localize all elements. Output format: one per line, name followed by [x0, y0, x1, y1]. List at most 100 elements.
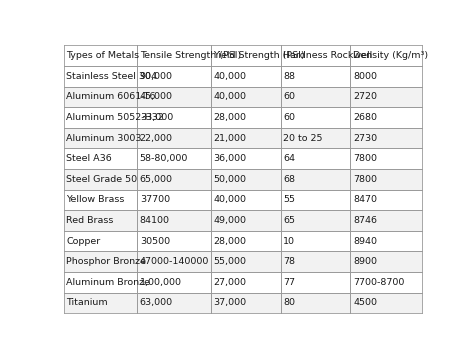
Bar: [137, 210, 210, 231]
Text: Types of Metals: Types of Metals: [66, 51, 139, 60]
Bar: [64, 272, 137, 293]
Bar: [281, 251, 350, 272]
Bar: [64, 66, 137, 87]
Bar: [350, 169, 422, 190]
Text: 40,000: 40,000: [213, 92, 246, 101]
Text: 50,000: 50,000: [213, 175, 246, 184]
Bar: [210, 107, 281, 128]
Bar: [64, 45, 137, 66]
Bar: [281, 148, 350, 169]
Bar: [210, 190, 281, 210]
Bar: [350, 128, 422, 148]
Bar: [210, 272, 281, 293]
Text: 8470: 8470: [353, 195, 377, 204]
Bar: [281, 87, 350, 107]
Bar: [210, 210, 281, 231]
Text: Aluminum 6061-T6: Aluminum 6061-T6: [66, 92, 156, 101]
Bar: [350, 231, 422, 251]
Bar: [210, 251, 281, 272]
Text: 88: 88: [283, 72, 295, 81]
Text: 36,000: 36,000: [213, 154, 246, 163]
Bar: [64, 107, 137, 128]
Text: 47000-140000: 47000-140000: [140, 257, 209, 266]
Bar: [64, 128, 137, 148]
Text: 45,000: 45,000: [140, 92, 173, 101]
Text: 28,000: 28,000: [213, 113, 246, 122]
Text: 1,00,000: 1,00,000: [140, 278, 182, 287]
Bar: [137, 107, 210, 128]
Text: 20 to 25: 20 to 25: [283, 133, 323, 143]
Bar: [210, 128, 281, 148]
Bar: [64, 231, 137, 251]
Bar: [64, 148, 137, 169]
Text: 8746: 8746: [353, 216, 377, 225]
Bar: [281, 45, 350, 66]
Text: 68: 68: [283, 175, 295, 184]
Bar: [137, 272, 210, 293]
Bar: [137, 190, 210, 210]
Text: 7800: 7800: [353, 175, 377, 184]
Text: 49,000: 49,000: [213, 216, 246, 225]
Text: 21,000: 21,000: [213, 133, 246, 143]
Bar: [281, 169, 350, 190]
Bar: [137, 128, 210, 148]
Bar: [137, 148, 210, 169]
Text: 37,000: 37,000: [213, 299, 246, 307]
Text: 8940: 8940: [353, 236, 377, 246]
Text: Yield Strength (PSI): Yield Strength (PSI): [213, 51, 305, 60]
Bar: [137, 87, 210, 107]
Bar: [350, 272, 422, 293]
Text: Aluminum 3003: Aluminum 3003: [66, 133, 142, 143]
Bar: [350, 251, 422, 272]
Bar: [137, 169, 210, 190]
Text: Stainless Steel 304: Stainless Steel 304: [66, 72, 157, 81]
Text: 65,000: 65,000: [140, 175, 173, 184]
Text: Steel A36: Steel A36: [66, 154, 112, 163]
Text: 64: 64: [283, 154, 295, 163]
Text: 28,000: 28,000: [213, 236, 246, 246]
Text: 22,000: 22,000: [140, 133, 173, 143]
Text: 58-80,000: 58-80,000: [140, 154, 188, 163]
Text: 7700-8700: 7700-8700: [353, 278, 404, 287]
Bar: [350, 107, 422, 128]
Text: 90,000: 90,000: [140, 72, 173, 81]
Text: Aluminum Bronze: Aluminum Bronze: [66, 278, 150, 287]
Bar: [137, 66, 210, 87]
Text: Phosphor Bronze: Phosphor Bronze: [66, 257, 146, 266]
Text: 8900: 8900: [353, 257, 377, 266]
Bar: [137, 231, 210, 251]
Text: 2720: 2720: [353, 92, 377, 101]
Text: Steel Grade 50: Steel Grade 50: [66, 175, 137, 184]
Bar: [137, 251, 210, 272]
Text: 30500: 30500: [140, 236, 170, 246]
Bar: [350, 87, 422, 107]
Bar: [350, 293, 422, 313]
Bar: [210, 169, 281, 190]
Text: 8000: 8000: [353, 72, 377, 81]
Text: 63,000: 63,000: [140, 299, 173, 307]
Text: 65: 65: [283, 216, 295, 225]
Bar: [281, 272, 350, 293]
Bar: [64, 210, 137, 231]
Text: 60: 60: [283, 92, 295, 101]
Bar: [210, 293, 281, 313]
Bar: [137, 293, 210, 313]
Bar: [350, 45, 422, 66]
Text: Aluminum 5052-H32: Aluminum 5052-H32: [66, 113, 164, 122]
Bar: [281, 190, 350, 210]
Bar: [210, 87, 281, 107]
Text: 7800: 7800: [353, 154, 377, 163]
Text: 2730: 2730: [353, 133, 377, 143]
Bar: [210, 45, 281, 66]
Bar: [350, 66, 422, 87]
Bar: [64, 293, 137, 313]
Text: 10: 10: [283, 236, 295, 246]
Bar: [64, 251, 137, 272]
Bar: [281, 210, 350, 231]
Bar: [210, 66, 281, 87]
Text: Copper: Copper: [66, 236, 100, 246]
Text: Hardness Rockwell: Hardness Rockwell: [283, 51, 373, 60]
Text: Density (Kg/m³): Density (Kg/m³): [353, 51, 428, 60]
Text: Tensile Strength (PSI): Tensile Strength (PSI): [140, 51, 241, 60]
Bar: [210, 148, 281, 169]
